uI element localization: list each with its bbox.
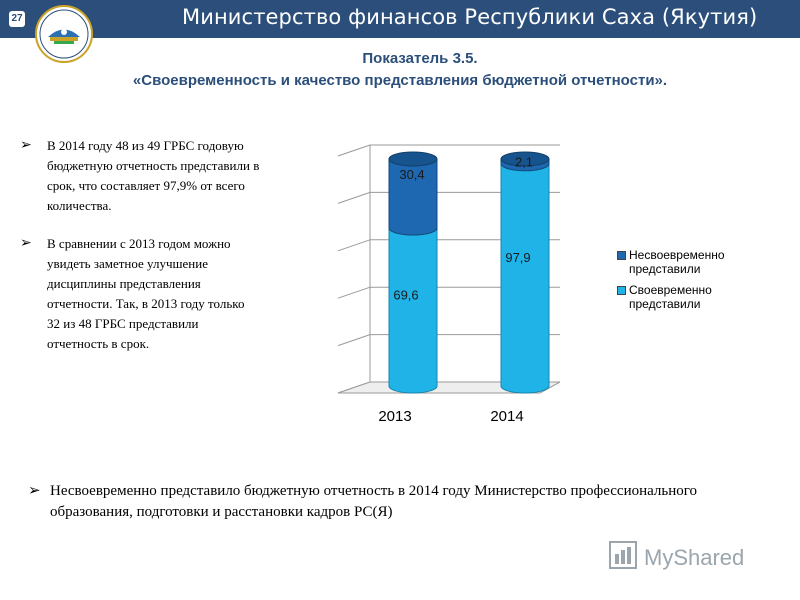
bullet-text: В сравнении с 2013 годом можно увидеть з… (47, 236, 245, 351)
grid-line-diagonal (337, 334, 371, 347)
legend-label-timely: Своевременно представили (629, 283, 712, 311)
ministry-emblem-icon (35, 5, 93, 63)
arrow-bullet-icon: ➢ (28, 483, 41, 499)
bottom-bullet-text: Несвоевременно представило бюджетную отч… (50, 483, 698, 520)
chart-legend: Несвоевременно представили Своевременно … (617, 248, 759, 318)
data-label-late-2013: 30,4 (399, 167, 424, 182)
bar-late-2013 (388, 158, 438, 236)
bullet-text: В 2014 году 48 из 49 ГРБС годовую бюджет… (47, 138, 260, 213)
watermark-text: MyShared (644, 545, 744, 570)
arrow-bullet-icon: ➢ (20, 138, 32, 153)
bar-timely-2013 (388, 227, 438, 394)
bar-top-cap-2014 (500, 151, 550, 167)
x-tick-label-2014: 2014 (490, 408, 523, 425)
arrow-bullet-icon: ➢ (20, 236, 32, 251)
slide-subtitle: «Своевременность и качество представлени… (132, 72, 668, 89)
watermark-logo: MyShared (609, 541, 744, 570)
legend-swatch-late (617, 251, 626, 260)
legend-swatch-timely (617, 286, 626, 295)
bottom-bullet: ➢ Несвоевременно представило бюджетную о… (28, 481, 730, 523)
bullet-item: ➢ В 2014 году 48 из 49 ГРБС годовую бюдж… (20, 136, 260, 216)
legend-label-late: Несвоевременно представили (629, 248, 725, 276)
grid-line-diagonal (337, 191, 371, 204)
header-bar: 27 Министерство финансов Республики Саха… (0, 0, 800, 38)
data-label-late-2014: 2,1 (515, 155, 533, 170)
slide-title: Показатель 3.5. (362, 50, 478, 67)
legend-item-timely: Своевременно представили (617, 283, 759, 311)
grid-line-diagonal (337, 286, 371, 299)
header-title: Министерство финансов Республики Саха (Я… (182, 5, 758, 29)
legend-item-late: Несвоевременно представили (617, 248, 759, 276)
bullet-list: ➢ В 2014 году 48 из 49 ГРБС годовую бюдж… (20, 136, 260, 372)
grid-line-diagonal (337, 144, 371, 157)
data-label-timely-2014: 97,9 (505, 250, 530, 265)
bar-top-cap-2013 (388, 151, 438, 167)
grid-line-diagonal (337, 239, 371, 252)
data-label-timely-2013: 69,6 (393, 287, 418, 302)
bar-timely-2014 (500, 163, 550, 394)
bullet-item: ➢ В сравнении с 2013 годом можно увидеть… (20, 234, 260, 354)
x-tick-label-2013: 2013 (378, 408, 411, 425)
page-number: 27 (9, 11, 25, 27)
